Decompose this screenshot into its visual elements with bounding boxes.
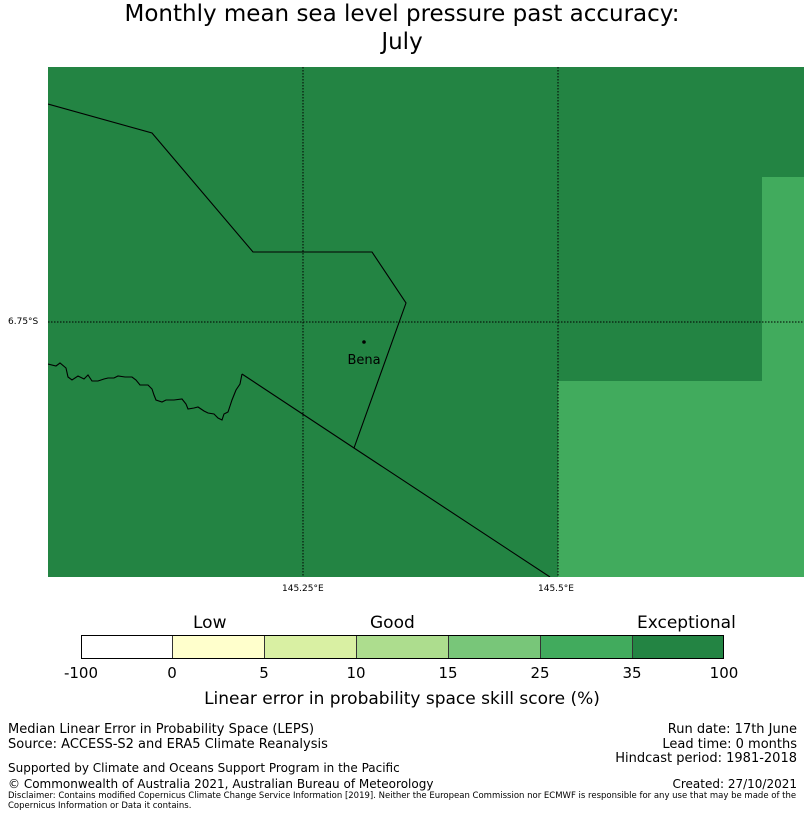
- colorbar-label: Linear error in probability space skill …: [204, 689, 600, 709]
- colorbar-tick-5: 25: [530, 664, 550, 682]
- footer-source: Source: ACCESS-S2 and ERA5 Climate Reana…: [8, 737, 328, 752]
- colorbar-tick-6: 35: [622, 664, 642, 682]
- province-boundary-south: [241, 373, 551, 577]
- province-boundary-north: [48, 103, 407, 449]
- town-label: Bena: [347, 353, 380, 368]
- footer-copyright: © Commonwealth of Australia 2021, Austra…: [8, 777, 434, 791]
- skill-cell-good-east: [762, 177, 804, 381]
- colorbar-tick-0: -100: [63, 664, 99, 682]
- category-good: Good: [370, 613, 415, 633]
- category-low: Low: [193, 613, 227, 633]
- colorbar-tick-1: 0: [167, 664, 177, 682]
- colorbar-seg-2: [265, 636, 357, 658]
- footer-created: Created: 27/10/2021: [672, 777, 797, 791]
- colorbar-seg-0: [82, 636, 173, 658]
- title-line-1: Monthly mean sea level pressure past acc…: [124, 1, 680, 27]
- footer-run-date: Run date: 17th June: [667, 722, 797, 737]
- colorbar-seg-4: [449, 636, 541, 658]
- footer-support: Supported by Climate and Oceans Support …: [8, 761, 400, 775]
- map-panel: Bena: [48, 67, 804, 577]
- colorbar-tick-3: 10: [346, 664, 366, 682]
- colorbar-seg-1: [173, 636, 265, 658]
- skill-cell-good-southeast: [558, 381, 804, 577]
- colorbar-tick-7: 100: [709, 664, 739, 682]
- colorbar-tick-4: 15: [438, 664, 458, 682]
- province-boundary-west: [48, 362, 243, 421]
- footer-hindcast: Hindcast period: 1981-2018: [615, 751, 797, 766]
- colorbar: [81, 635, 724, 659]
- category-exceptional: Exceptional: [637, 613, 736, 633]
- lat-label-6-75: 6.75°S: [8, 317, 39, 327]
- map-svg: Bena: [48, 67, 804, 577]
- footer-disclaimer: Disclaimer: Contains modified Copernicus…: [8, 791, 797, 811]
- title-line-2: July: [381, 29, 423, 55]
- lon-label-145-5: 145.5°E: [538, 584, 574, 594]
- colorbar-seg-3: [357, 636, 449, 658]
- lon-label-145-25: 145.25°E: [282, 584, 324, 594]
- colorbar-seg-6: [633, 636, 723, 658]
- footer-lead-time: Lead time: 0 months: [662, 737, 797, 752]
- footer-method: Median Linear Error in Probability Space…: [8, 722, 315, 737]
- colorbar-seg-5: [541, 636, 633, 658]
- chart-title: Monthly mean sea level pressure past acc…: [0, 0, 804, 56]
- town-marker: [362, 340, 366, 344]
- colorbar-tick-2: 5: [259, 664, 269, 682]
